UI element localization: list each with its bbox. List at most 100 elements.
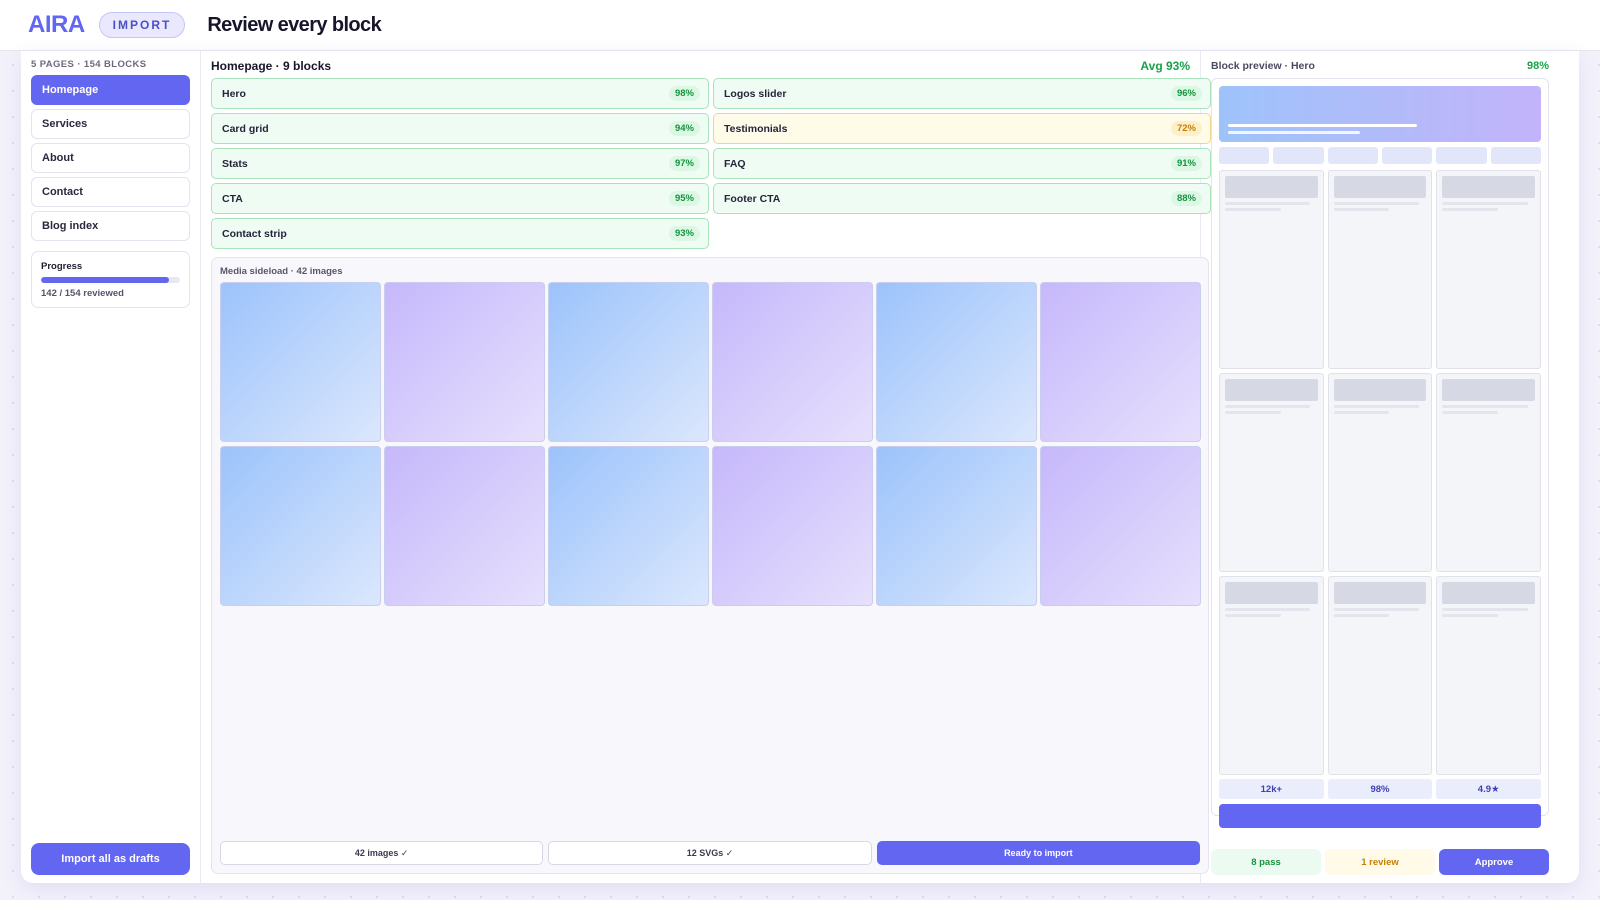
preview-stat-chip: 4.9★ xyxy=(1436,779,1541,799)
media-sideload-panel: Media sideload · 42 images 42 images ✓ 1… xyxy=(211,257,1209,874)
block-score-badge: 94% xyxy=(668,121,700,136)
block-label: Card grid xyxy=(222,122,269,135)
media-footer: 42 images ✓ 12 SVGs ✓ Ready to import xyxy=(220,841,1200,865)
progress-bar xyxy=(41,277,180,283)
media-thumbnail[interactable] xyxy=(220,282,381,442)
preview-score: 98% xyxy=(1526,60,1549,72)
preview-tab-placeholder xyxy=(1219,147,1270,164)
card-line-placeholder xyxy=(1333,411,1390,414)
block-row[interactable]: Card grid 94% xyxy=(211,113,709,144)
card-thumb-placeholder xyxy=(1333,582,1427,604)
pass-count-chip[interactable]: 8 pass xyxy=(1211,849,1321,875)
media-thumbnail[interactable] xyxy=(548,282,709,442)
card-line-placeholder xyxy=(1225,405,1311,408)
approve-button[interactable]: Approve xyxy=(1439,849,1549,875)
block-label: Logos slider xyxy=(724,87,787,100)
preview-stat-chip: 12k+ xyxy=(1219,779,1324,799)
block-score-badge: 96% xyxy=(1170,86,1202,101)
sidebar-item-about[interactable]: About xyxy=(31,143,190,173)
ready-to-import-button[interactable]: Ready to import xyxy=(876,841,1200,865)
preview-card-placeholder xyxy=(1219,373,1324,572)
top-bar: AIRA IMPORT Review every block xyxy=(0,0,1600,51)
card-line-placeholder xyxy=(1333,608,1419,611)
import-all-drafts-button[interactable]: Import all as drafts xyxy=(31,843,190,875)
card-line-placeholder xyxy=(1442,608,1528,611)
app-logo[interactable]: AIRA xyxy=(28,11,85,38)
block-preview-panel: Block preview · Hero 98% 12k+ 98% 4.9★ xyxy=(1201,51,1559,883)
preview-header: Block preview · Hero 98% xyxy=(1211,59,1549,73)
progress-card: Progress 142 / 154 reviewed xyxy=(31,251,190,308)
media-thumbnail[interactable] xyxy=(384,446,545,606)
media-thumbnail[interactable] xyxy=(876,446,1037,606)
block-score-badge: 88% xyxy=(1170,191,1202,206)
preview-tab-placeholder xyxy=(1436,147,1487,164)
block-row[interactable]: Logos slider 96% xyxy=(713,78,1211,109)
card-line-placeholder xyxy=(1225,608,1311,611)
card-thumb-placeholder xyxy=(1225,379,1318,401)
block-row[interactable]: CTA 95% xyxy=(211,183,709,214)
block-row[interactable]: Hero 98% xyxy=(211,78,709,109)
block-label: CTA xyxy=(222,192,243,205)
preview-card-placeholder xyxy=(1436,170,1541,369)
images-status-chip: 42 images ✓ xyxy=(220,841,544,865)
progress-title: Progress xyxy=(41,261,83,272)
svgs-status-chip: 12 SVGs ✓ xyxy=(548,841,872,865)
card-thumb-placeholder xyxy=(1442,379,1535,401)
block-row[interactable]: FAQ 91% xyxy=(713,148,1211,179)
preview-stat-row: 12k+ 98% 4.9★ xyxy=(1219,779,1541,799)
media-thumbnail[interactable] xyxy=(220,446,381,606)
sidebar-item-services[interactable]: Services xyxy=(31,109,190,139)
card-thumb-placeholder xyxy=(1333,379,1427,401)
block-row[interactable]: Footer CTA 88% xyxy=(713,183,1211,214)
block-list-title: Homepage · 9 blocks xyxy=(211,59,332,73)
preview-cta-bar xyxy=(1219,804,1541,828)
media-thumbnail[interactable] xyxy=(712,282,873,442)
preview-actions: 8 pass 1 review Approve xyxy=(1211,849,1549,875)
card-line-placeholder xyxy=(1333,614,1390,617)
block-list-panel: Homepage · 9 blocks Avg 93% Hero 98% Log… xyxy=(201,51,1211,883)
block-label: Contact strip xyxy=(222,227,287,240)
block-score-badge: 98% xyxy=(668,86,700,101)
block-score-badge: 72% xyxy=(1170,121,1202,136)
media-thumbnail[interactable] xyxy=(712,446,873,606)
progress-bar-fill xyxy=(41,277,170,283)
block-row[interactable]: Contact strip 93% xyxy=(211,218,709,249)
sidebar-item-contact[interactable]: Contact xyxy=(31,177,190,207)
block-score-badge: 93% xyxy=(668,226,700,241)
preview-card-placeholder xyxy=(1327,170,1433,369)
preview-card-placeholder xyxy=(1327,576,1433,775)
card-line-placeholder xyxy=(1225,208,1281,211)
review-count-chip[interactable]: 1 review xyxy=(1325,849,1435,875)
preview-card-placeholder xyxy=(1436,576,1541,775)
card-line-placeholder xyxy=(1333,405,1419,408)
block-label: Hero xyxy=(222,87,246,100)
block-label: FAQ xyxy=(724,157,746,170)
card-line-placeholder xyxy=(1442,614,1498,617)
media-thumbnail[interactable] xyxy=(548,446,709,606)
preview-card-placeholder xyxy=(1436,373,1541,572)
preview-card-grid xyxy=(1219,170,1541,775)
media-thumbnail[interactable] xyxy=(1040,446,1201,606)
media-thumbnail[interactable] xyxy=(1040,282,1201,442)
preview-hero-banner xyxy=(1219,86,1541,142)
hero-headline-placeholder xyxy=(1228,124,1417,127)
sidebar-item-homepage[interactable]: Homepage xyxy=(31,75,190,105)
preview-tab-placeholder xyxy=(1327,147,1378,164)
block-score-badge: 95% xyxy=(668,191,700,206)
hero-subline-placeholder xyxy=(1228,131,1360,134)
block-row[interactable]: Stats 97% xyxy=(211,148,709,179)
card-line-placeholder xyxy=(1333,208,1390,211)
card-line-placeholder xyxy=(1225,411,1281,414)
card-thumb-placeholder xyxy=(1225,176,1318,198)
preview-card-placeholder xyxy=(1327,373,1433,572)
sidebar-item-blog-index[interactable]: Blog index xyxy=(31,211,190,241)
preview-canvas: 12k+ 98% 4.9★ xyxy=(1211,78,1549,828)
media-thumbnail[interactable] xyxy=(384,282,545,442)
media-thumbnail[interactable] xyxy=(876,282,1037,442)
block-row[interactable]: Testimonials 72% xyxy=(713,113,1211,144)
media-grid xyxy=(220,282,1201,606)
progress-text: 142 / 154 reviewed xyxy=(41,288,124,299)
preview-title: Block preview · Hero xyxy=(1211,60,1315,72)
card-thumb-placeholder xyxy=(1225,582,1318,604)
card-thumb-placeholder xyxy=(1333,176,1427,198)
